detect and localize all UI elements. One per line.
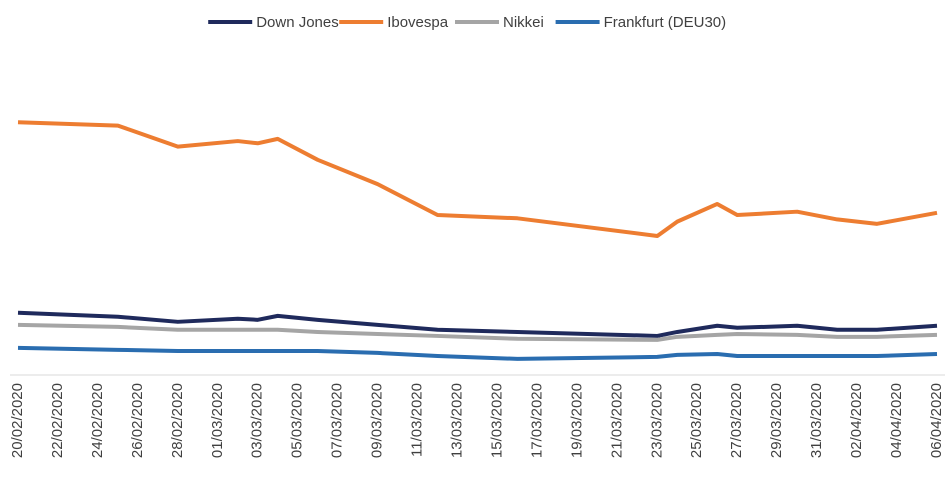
x-tick-label: 13/03/2020 — [448, 383, 465, 458]
legend-label: Nikkei — [503, 14, 544, 31]
series-line — [17, 345, 938, 361]
x-tick-label: 27/03/2020 — [728, 383, 745, 458]
x-tick-label: 24/02/2020 — [89, 383, 106, 458]
x-tick-label: 04/04/2020 — [888, 383, 905, 458]
legend-label: Down Jones — [256, 14, 339, 31]
x-tick-label: 23/03/2020 — [648, 383, 665, 458]
x-tick-label: 19/03/2020 — [568, 383, 585, 458]
x-tick-label: 21/03/2020 — [608, 383, 625, 458]
x-tick-label: 05/03/2020 — [289, 383, 306, 458]
series-line — [17, 310, 938, 338]
x-tick-label: 26/02/2020 — [129, 383, 146, 458]
legend-label: Frankfurt (DEU30) — [604, 14, 727, 31]
x-tick-label: 09/03/2020 — [369, 383, 386, 458]
x-tick-label: 02/04/2020 — [848, 383, 865, 458]
legend-label: Ibovespa — [387, 14, 449, 31]
x-tick-label: 25/03/2020 — [688, 383, 705, 458]
x-tick-label: 07/03/2020 — [329, 383, 346, 458]
x-tick-label: 17/03/2020 — [528, 383, 545, 458]
x-tick-label: 15/03/2020 — [488, 383, 505, 458]
x-tick-label: 28/02/2020 — [169, 383, 186, 458]
x-tick-label: 11/03/2020 — [409, 383, 426, 457]
series-line — [17, 120, 938, 238]
x-tick-label: 20/02/2020 — [9, 383, 26, 458]
x-tick-label: 06/04/2020 — [928, 383, 945, 458]
x-tick-label: 29/03/2020 — [768, 383, 785, 458]
x-tick-label: 03/03/2020 — [249, 383, 266, 458]
series-line — [17, 322, 938, 342]
x-tick-label: 22/02/2020 — [49, 383, 66, 458]
x-tick-label: 01/03/2020 — [209, 383, 226, 458]
x-tick-label: 31/03/2020 — [808, 383, 825, 458]
